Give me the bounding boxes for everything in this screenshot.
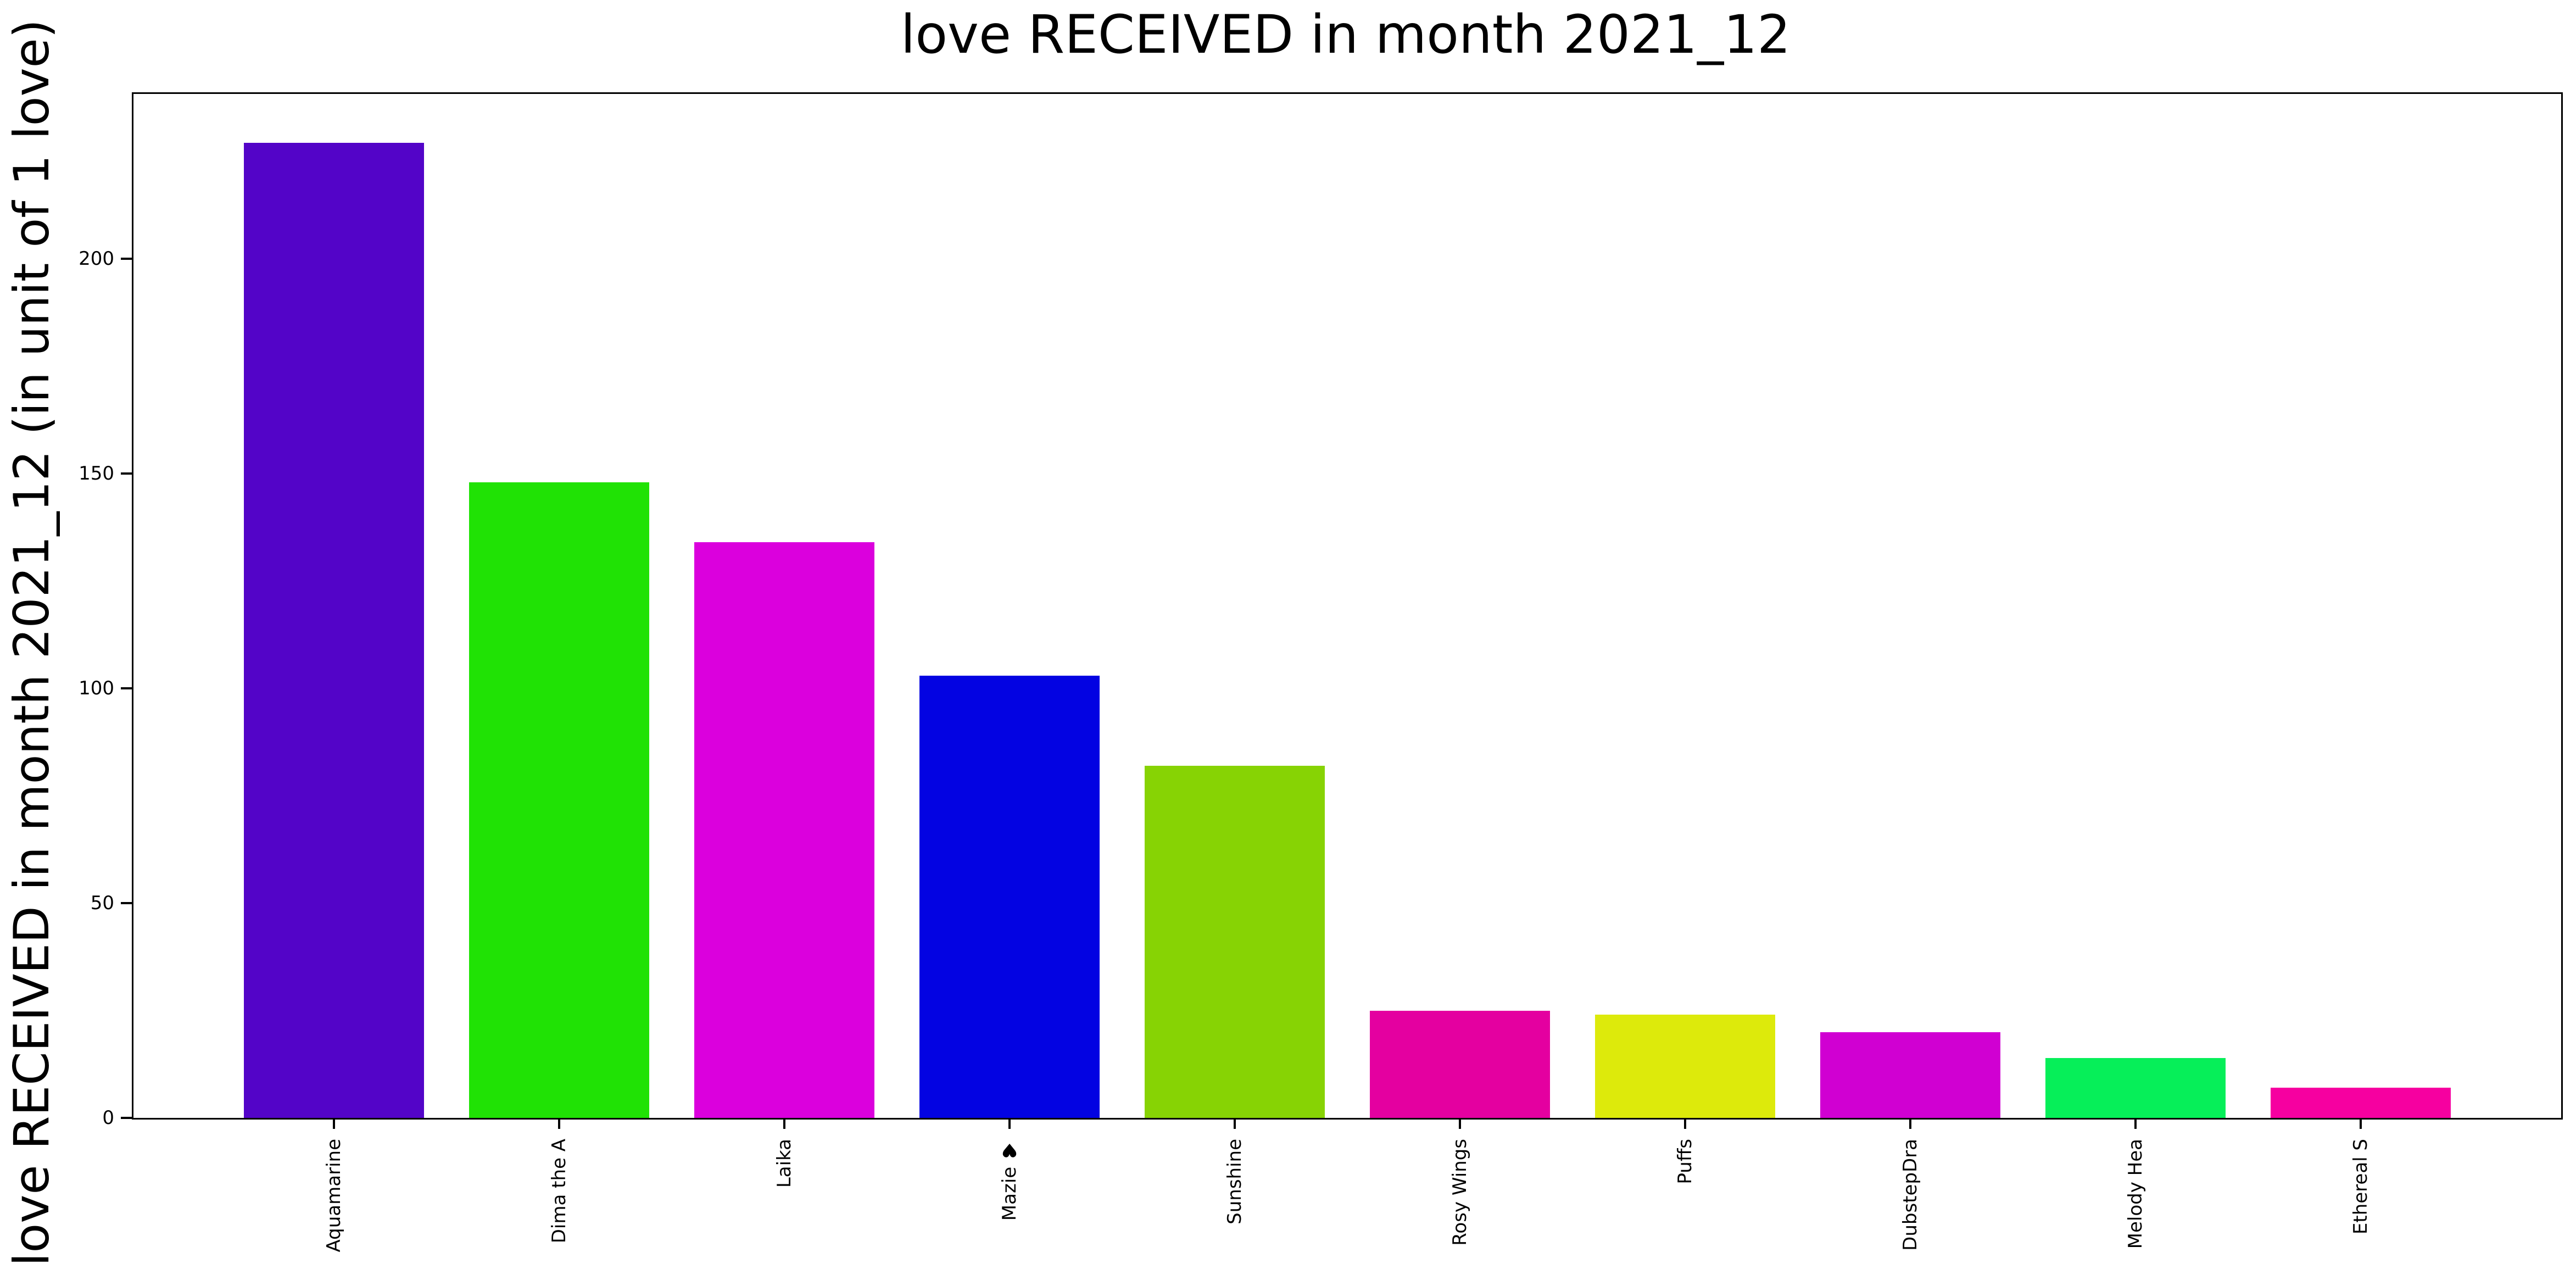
- x-tick-label: DubstepDra: [1899, 1139, 1922, 1251]
- y-tick-mark: [121, 472, 132, 475]
- y-tick-label: 100: [79, 677, 114, 699]
- bar: [919, 675, 1100, 1118]
- x-tick-label: Laika: [773, 1139, 795, 1188]
- x-tick-mark: [1233, 1118, 1236, 1129]
- x-tick-mark: [1008, 1118, 1011, 1129]
- y-tick-label: 0: [102, 1107, 114, 1129]
- x-tick-label: Dima the A: [548, 1139, 570, 1244]
- bar: [1820, 1032, 2001, 1118]
- bar: [1144, 765, 1325, 1118]
- x-tick-mark: [1459, 1118, 1461, 1129]
- x-tick-label: Rosy Wings: [1449, 1139, 1471, 1246]
- bar: [2271, 1088, 2451, 1118]
- x-tick-mark: [1684, 1118, 1687, 1129]
- x-tick-label: Sunshine: [1223, 1139, 1246, 1224]
- bar: [243, 142, 424, 1118]
- bar: [1370, 1010, 1550, 1118]
- x-tick-label: Melody Hea: [2125, 1139, 2147, 1249]
- y-tick-mark: [121, 1117, 132, 1119]
- y-axis-label: love RECEIVED in month 2021_12 (in unit …: [3, 19, 60, 1267]
- plot-area: 0 50 100 150 200 Aquamarine Dima the A Laika Ma…: [79, 92, 2563, 1252]
- x-tick-mark: [2360, 1118, 2362, 1129]
- x-tick-label: Mazie ♥: [998, 1139, 1021, 1221]
- y-tick-mark: [121, 687, 132, 689]
- x-tick-mark: [1909, 1118, 1912, 1129]
- y-tick-mark: [121, 901, 132, 904]
- x-tick-label: Ethereal S: [2350, 1139, 2372, 1235]
- y-axis-label-wrap: love RECEIVED in month 2021_12 (in unit …: [3, 0, 60, 1286]
- x-tick-label: Puffs: [1674, 1139, 1697, 1184]
- y-tick-label: 150: [79, 462, 114, 485]
- x-tick-mark: [557, 1118, 560, 1129]
- bar: [2045, 1057, 2226, 1118]
- x-tick-mark: [783, 1118, 785, 1129]
- chart-title: love RECEIVED in month 2021_12: [900, 4, 1791, 65]
- bar: [1595, 1015, 1776, 1118]
- y-tick-mark: [121, 257, 132, 260]
- y-tick-label: 50: [90, 892, 114, 914]
- bar: [469, 482, 649, 1118]
- x-tick-label: Aquamarine: [322, 1139, 345, 1252]
- y-tick-label: 200: [79, 247, 114, 270]
- x-tick-mark: [332, 1118, 335, 1129]
- bar: [694, 542, 874, 1118]
- x-tick-mark: [2134, 1118, 2137, 1129]
